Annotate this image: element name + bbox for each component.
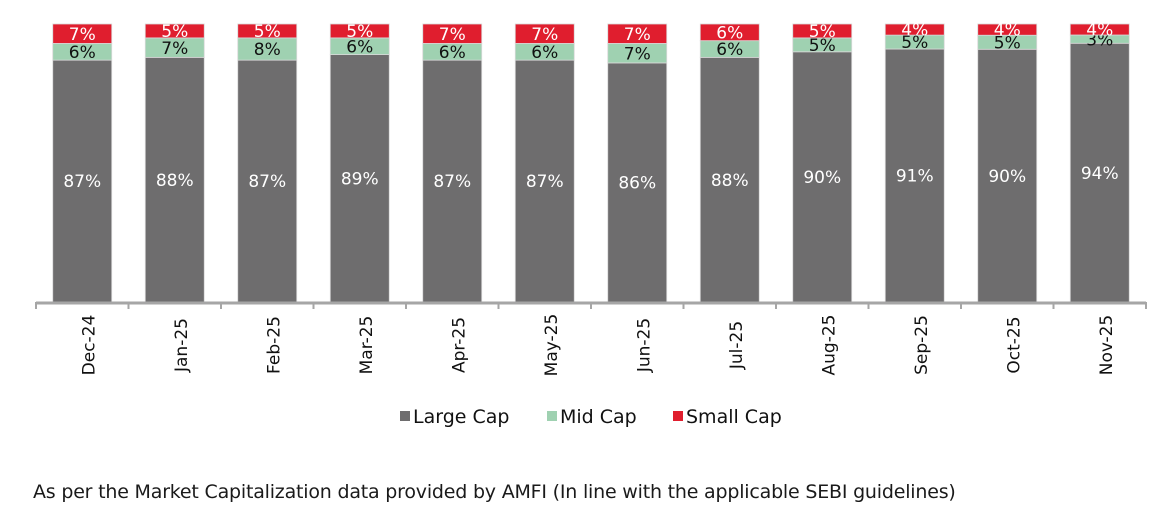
bar-segment-small-cap <box>514 23 575 44</box>
data-label: 7% <box>624 25 651 45</box>
data-label: 88% <box>711 171 749 191</box>
bars-layer: 87%6%7%88%7%5%87%8%5%89%6%5%87%6%7%87%6%… <box>52 21 1130 303</box>
x-tick-label: Feb-25 <box>264 316 284 374</box>
x-tick-label: Mar-25 <box>357 316 377 375</box>
data-label: 4% <box>1086 21 1113 41</box>
legend-swatch-mid-cap <box>547 411 557 421</box>
data-label: 86% <box>618 174 656 194</box>
bar-segment-small-cap <box>52 23 113 44</box>
data-label: 4% <box>901 21 928 41</box>
data-label: 5% <box>994 33 1021 53</box>
legend-label: Small Cap <box>686 406 782 428</box>
bar-segment-small-cap <box>977 23 1038 36</box>
bar-segment-large-cap <box>792 51 853 303</box>
data-label: 6% <box>346 37 373 57</box>
data-label: 6% <box>716 40 743 60</box>
x-tick-label: Oct-25 <box>1004 316 1024 373</box>
x-tick-label: Jul-25 <box>727 321 747 370</box>
x-axis: Dec-24 Jan-25 Feb-25 Mar-25 Apr-25 May-25 Jun-… <box>35 301 1147 377</box>
data-label: 89% <box>341 169 379 189</box>
bar-segment-large-cap <box>514 59 575 303</box>
bar-segment-small-cap <box>884 23 945 36</box>
data-label: 6% <box>716 23 743 43</box>
data-label: 90% <box>803 168 841 188</box>
data-label: 4% <box>994 21 1021 41</box>
x-tick-label: May-25 <box>542 314 562 377</box>
bar-segment-large-cap <box>144 56 205 303</box>
legend: Large Cap Mid Cap Small Cap <box>400 406 782 428</box>
x-tick-label: Jan-25 <box>172 318 192 373</box>
legend-label: Large Cap <box>413 406 509 428</box>
legend-label: Mid Cap <box>560 406 637 428</box>
data-label: 91% <box>896 167 934 187</box>
data-label: 8% <box>254 40 281 60</box>
data-label: 87% <box>433 172 471 192</box>
data-label: 90% <box>988 167 1026 187</box>
data-label: 7% <box>69 25 96 45</box>
data-label: 87% <box>248 172 286 192</box>
bar-segment-large-cap <box>977 48 1038 303</box>
bar-segment-small-cap <box>1069 23 1130 36</box>
data-label: 6% <box>439 43 466 63</box>
bar-segment-small-cap <box>144 23 205 39</box>
legend-swatch-large-cap <box>400 411 410 421</box>
data-label: 87% <box>63 172 101 192</box>
data-label: 5% <box>161 22 188 42</box>
bar-segment-small-cap <box>422 23 483 44</box>
data-label: 5% <box>346 22 373 42</box>
data-label: 7% <box>161 39 188 59</box>
footnote: As per the Market Capitalization data pr… <box>33 481 956 503</box>
data-label: 94% <box>1081 164 1119 184</box>
bar-segment-large-cap <box>607 62 668 303</box>
bar-segment-small-cap <box>699 23 760 42</box>
data-label: 6% <box>531 43 558 63</box>
data-label: 7% <box>531 25 558 45</box>
legend-swatch-small-cap <box>673 411 683 421</box>
bar-segment-large-cap <box>884 48 945 303</box>
x-tick-label: Sep-25 <box>912 315 932 375</box>
data-label: 5% <box>901 33 928 53</box>
x-tick-label: Dec-24 <box>79 315 99 376</box>
bar-segment-small-cap <box>607 23 668 44</box>
bar-segment-large-cap <box>329 54 390 303</box>
data-label: 6% <box>69 43 96 63</box>
data-label: 88% <box>156 171 194 191</box>
x-tick-label: Apr-25 <box>449 317 469 373</box>
data-label: 5% <box>254 22 281 42</box>
bar-segment-small-cap <box>792 23 853 39</box>
bar-segment-large-cap <box>699 56 760 303</box>
data-label: 7% <box>439 25 466 45</box>
bar-segment-large-cap <box>422 59 483 303</box>
data-label: 5% <box>809 22 836 42</box>
x-tick-label: Aug-25 <box>819 315 839 376</box>
data-label: 7% <box>624 44 651 64</box>
x-tick-label: Jun-25 <box>634 318 654 373</box>
data-label: 87% <box>526 172 564 192</box>
data-label: 5% <box>809 36 836 56</box>
bar-segment-large-cap <box>52 59 113 303</box>
stacked-bar-chart: 87%6%7%88%7%5%87%8%5%89%6%5%87%6%7%87%6%… <box>35 21 1147 428</box>
x-tick-label: Nov-25 <box>1097 315 1117 376</box>
bar-segment-small-cap <box>329 23 390 39</box>
bar-segment-large-cap <box>1069 42 1130 303</box>
bar-segment-small-cap <box>237 23 298 39</box>
